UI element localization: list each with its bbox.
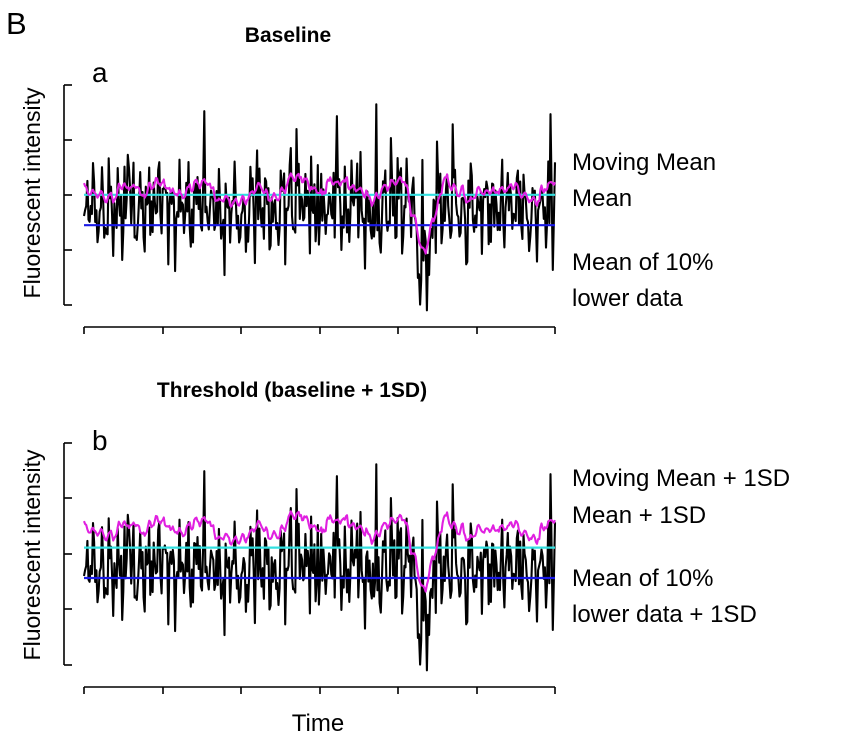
panel-b-x-axis-label: Time bbox=[292, 710, 344, 737]
panel-a-y-axis-label: Fluorescent intensity bbox=[19, 87, 45, 298]
panel-b-legend-moving-mean-sd: Moving Mean + 1SD bbox=[572, 465, 790, 492]
panel-a-letter: a bbox=[92, 57, 108, 88]
panel-a-legend-mean: Mean bbox=[572, 185, 632, 212]
panel-a-legend-lower-mean: Mean of 10% bbox=[572, 249, 713, 276]
panel-b-letter: b bbox=[92, 425, 108, 456]
panel-a-moving-mean-line bbox=[83, 172, 556, 255]
panel-a: Baseline a Fluorescent intensity Moving … bbox=[19, 24, 716, 334]
panel-b-moving-mean-sd-line bbox=[83, 510, 556, 593]
panel-b-legend-mean-sd: Mean + 1SD bbox=[572, 502, 706, 529]
panel-a-title: Baseline bbox=[245, 24, 331, 47]
panel-a-signal-trace bbox=[82, 103, 557, 312]
figure-label: B bbox=[6, 6, 27, 41]
panel-b-legend-lower-mean-sd-2: lower data + 1SD bbox=[572, 601, 757, 628]
panel-b-legend-lower-mean-sd: Mean of 10% bbox=[572, 565, 713, 592]
panel-b-y-axis-label: Fluorescent intensity bbox=[19, 449, 45, 660]
panel-b-signal-trace bbox=[82, 463, 557, 672]
panel-a-legend-moving-mean: Moving Mean bbox=[572, 149, 716, 176]
panel-b: Threshold (baseline + 1SD) b Fluorescent… bbox=[19, 379, 790, 737]
panel-b-title: Threshold (baseline + 1SD) bbox=[157, 379, 427, 402]
panel-a-legend-lower-mean-2: lower data bbox=[572, 285, 683, 312]
